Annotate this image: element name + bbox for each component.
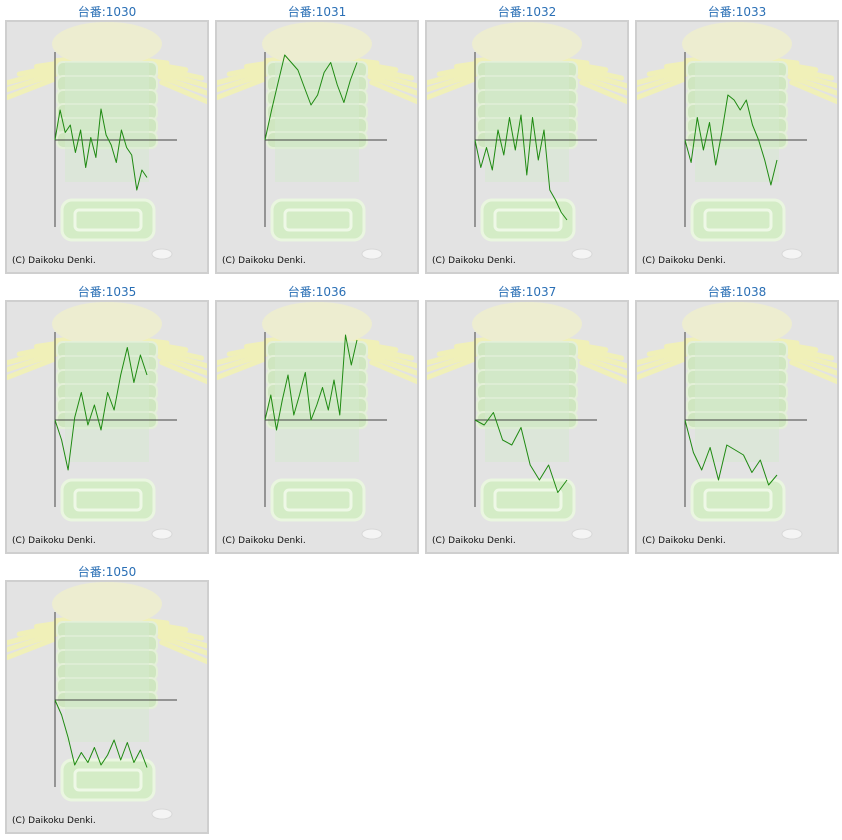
machine-number-link[interactable]: 台番:1035 [77,285,137,299]
machine-number-link[interactable]: 台番:1036 [287,285,347,299]
machine-number-link[interactable]: 台番:1031 [287,5,347,19]
background-art [427,302,627,540]
machine-number-link[interactable]: 台番:1050 [77,565,137,579]
copyright-text: (C) Daikoku Denki. [222,256,306,266]
machine-number-link[interactable]: 台番:1038 [707,285,767,299]
graph-cell: 台番:1035 (C) Daikoku Denki. [5,280,209,554]
series-line [264,334,358,431]
graph-image: (C) Daikoku Denki. [635,20,839,274]
plot-area [54,52,177,227]
background-art [7,302,207,540]
background-art [427,22,627,260]
graph-cell: 台番:1031 (C) Daikoku Denki. [215,0,419,274]
background-art [217,22,417,260]
graph-cell: 台番:1037 (C) Daikoku Denki. [425,280,629,554]
machine-number-link[interactable]: 台番:1030 [77,5,137,19]
graph-image: (C) Daikoku Denki. [425,20,629,274]
copyright-text: (C) Daikoku Denki. [12,816,96,826]
graph-cell: 台番:1038 (C) Daikoku Denki. [635,280,839,554]
copyright-text: (C) Daikoku Denki. [642,256,726,266]
plot-area [684,52,807,227]
graph-cell: 台番:1032 (C) Daikoku Denki. [425,0,629,274]
series-line [54,347,148,471]
plot-area [264,332,387,507]
graph-cell: 台番:1036 (C) Daikoku Denki. [215,280,419,554]
copyright-text: (C) Daikoku Denki. [642,536,726,546]
series-line [684,94,778,186]
background-art [7,582,207,820]
graph-image: (C) Daikoku Denki. [5,300,209,554]
copyright-text: (C) Daikoku Denki. [432,256,516,266]
copyright-text: (C) Daikoku Denki. [12,536,96,546]
plot-area [54,332,177,507]
background-art [7,22,207,260]
plot-area [474,52,597,227]
series-line [684,419,778,486]
machine-number-link[interactable]: 台番:1033 [707,5,767,19]
plot-area [684,332,807,507]
graph-image: (C) Daikoku Denki. [425,300,629,554]
copyright-text: (C) Daikoku Denki. [12,256,96,266]
series-line [54,108,148,191]
graph-image: (C) Daikoku Denki. [5,580,209,834]
machine-number-link[interactable]: 台番:1037 [497,285,557,299]
graph-image: (C) Daikoku Denki. [215,300,419,554]
graph-image: (C) Daikoku Denki. [215,20,419,274]
graph-cell: 台番:1030 (C) Daikoku Denki. [5,0,209,274]
graph-cell: 台番:1050 (C) Daikoku Denki. [5,560,209,834]
series-line [474,412,568,493]
graph-image: (C) Daikoku Denki. [5,20,209,274]
background-art [637,302,837,540]
series-line [264,54,358,141]
series-line [54,699,148,768]
graph-cell: 台番:1033 (C) Daikoku Denki. [635,0,839,274]
machine-number-link[interactable]: 台番:1032 [497,5,557,19]
plot-area [474,332,597,507]
copyright-text: (C) Daikoku Denki. [222,536,306,546]
series-line [474,114,568,221]
graph-image: (C) Daikoku Denki. [635,300,839,554]
copyright-text: (C) Daikoku Denki. [432,536,516,546]
plot-area [54,612,177,787]
plot-area [264,52,387,227]
